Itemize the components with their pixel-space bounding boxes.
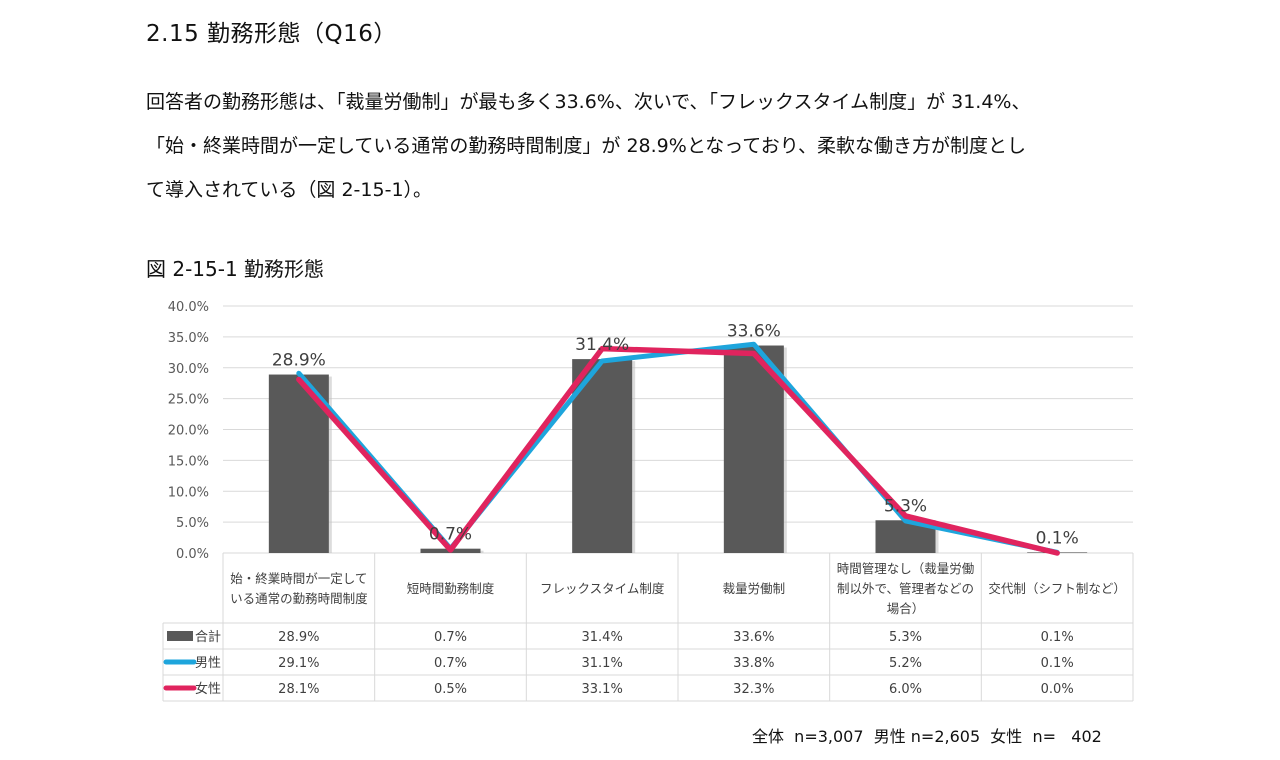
table-cell: 29.1%: [278, 656, 319, 671]
data-label: 28.9%: [272, 351, 326, 371]
category-label: 始・終業時間が一定して: [230, 571, 367, 586]
table-cell: 31.4%: [582, 630, 623, 645]
category-label: 場合）: [887, 601, 925, 616]
table-cell: 28.1%: [278, 682, 319, 697]
category-label: 交代制（シフト制など）: [988, 581, 1126, 596]
y-tick-label: 20.0%: [168, 424, 209, 439]
y-tick-label: 40.0%: [168, 300, 209, 315]
intro-paragraph: 回答者の勤務形態は、「裁量労働制」が最も多く33.6%、次いで、「フレックスタイ…: [146, 80, 1156, 212]
table-cell: 32.3%: [733, 682, 774, 697]
category-label: 時間管理なし（裁量労働: [837, 561, 975, 576]
bar: [572, 359, 633, 553]
table-cell: 33.1%: [582, 682, 623, 697]
data-label: 0.7%: [429, 525, 472, 545]
table-cell: 0.5%: [434, 682, 467, 697]
paragraph-line: 「始・終業時間が一定している通常の勤務時間制度」が 28.9%となっており、柔軟…: [146, 135, 1026, 157]
y-tick-label: 0.0%: [176, 547, 209, 562]
y-tick-label: 30.0%: [168, 362, 209, 377]
table-cell: 31.1%: [582, 656, 623, 671]
footnote: 全体 n=3,007 男性 n=2,605 女性 n= 402: [752, 727, 1102, 746]
bar: [723, 345, 784, 553]
legend-label: 男性: [195, 656, 221, 671]
category-label: いる通常の勤務時間制度: [230, 591, 368, 606]
legend-key-bar: [167, 631, 193, 641]
data-label: 5.3%: [884, 496, 927, 516]
paragraph-line: て導入されている（図 2-15-1）。: [146, 179, 433, 201]
category-label: 短時間勤務制度: [407, 581, 495, 596]
category-label: フレックスタイム制度: [540, 581, 665, 596]
table-cell: 5.2%: [889, 656, 922, 671]
table-cell: 5.3%: [889, 630, 922, 645]
y-tick-label: 25.0%: [168, 393, 209, 408]
table-cell: 33.6%: [733, 630, 774, 645]
y-tick-label: 35.0%: [168, 331, 209, 346]
series-line: [296, 345, 1060, 556]
y-tick-label: 5.0%: [176, 516, 209, 531]
category-label: 裁量労働制: [723, 581, 786, 596]
category-label: 制以外で、管理者などの: [837, 581, 974, 596]
table-cell: 28.9%: [278, 630, 319, 645]
paragraph-line: 回答者の勤務形態は、「裁量労働制」が最も多く33.6%、次いで、「フレックスタイ…: [146, 91, 1031, 113]
table-cell: 0.1%: [1041, 630, 1074, 645]
table-cell: 0.1%: [1041, 656, 1074, 671]
series-line: [296, 341, 1060, 555]
legend-label: 合計: [195, 629, 221, 645]
table-cell: 6.0%: [889, 682, 922, 697]
figure-title: 図 2-15-1 勤務形態: [146, 257, 325, 281]
y-tick-label: 15.0%: [168, 454, 209, 469]
data-label: 33.6%: [727, 322, 781, 342]
data-label: 0.1%: [1036, 528, 1079, 548]
table-cell: 33.8%: [733, 656, 774, 671]
data-label: 31.4%: [575, 335, 629, 355]
y-tick-label: 10.0%: [168, 485, 209, 500]
legend-label: 女性: [195, 681, 221, 697]
table-cell: 0.7%: [434, 656, 467, 671]
table-cell: 0.0%: [1041, 682, 1074, 697]
section-title: 2.15 勤務形態（Q16）: [146, 21, 397, 47]
table-cell: 0.7%: [434, 630, 467, 645]
